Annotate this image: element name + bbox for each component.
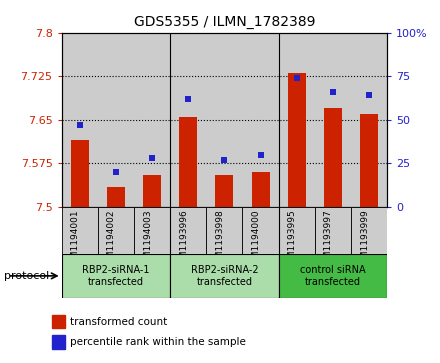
Text: protocol: protocol	[4, 271, 50, 281]
Text: GSM1194003: GSM1194003	[143, 209, 152, 270]
Bar	[143, 175, 161, 207]
Point	[330, 89, 337, 95]
Bar	[288, 73, 306, 207]
Text: RBP2-siRNA-1
transfected: RBP2-siRNA-1 transfected	[82, 265, 150, 287]
Bar	[179, 117, 197, 207]
Text: GSM1193998: GSM1193998	[216, 209, 224, 270]
Bar	[51, 335, 65, 348]
Bar	[51, 315, 65, 329]
Bar	[242, 207, 279, 254]
Text: control siRNA
transfected: control siRNA transfected	[300, 265, 366, 287]
Bar	[98, 207, 134, 254]
Bar	[107, 187, 125, 207]
Point	[293, 75, 300, 81]
Text: GSM1193999: GSM1193999	[360, 209, 369, 270]
Bar	[71, 140, 89, 207]
Text: RBP2-siRNA-2
transfected: RBP2-siRNA-2 transfected	[191, 265, 258, 287]
Point	[221, 157, 228, 163]
Bar	[62, 207, 98, 254]
Text: GSM1193997: GSM1193997	[324, 209, 333, 270]
Text: GSM1194000: GSM1194000	[252, 209, 260, 270]
Title: GDS5355 / ILMN_1782389: GDS5355 / ILMN_1782389	[134, 15, 315, 29]
Bar	[324, 108, 342, 207]
Point	[149, 155, 156, 161]
Bar	[351, 207, 387, 254]
Text: GSM1193996: GSM1193996	[179, 209, 188, 270]
Bar	[206, 207, 242, 254]
Bar	[62, 254, 170, 298]
Text: GSM1194002: GSM1194002	[107, 209, 116, 270]
Text: transformed count: transformed count	[70, 317, 168, 327]
Point	[112, 169, 119, 175]
Text: percentile rank within the sample: percentile rank within the sample	[70, 337, 246, 347]
Bar	[215, 175, 234, 207]
Point	[76, 122, 83, 128]
Text: GSM1193995: GSM1193995	[288, 209, 297, 270]
Bar	[360, 114, 378, 207]
Point	[366, 93, 373, 98]
Bar	[315, 207, 351, 254]
Bar	[170, 207, 206, 254]
Bar	[170, 254, 279, 298]
Bar	[252, 172, 270, 207]
Bar	[279, 254, 387, 298]
Bar	[134, 207, 170, 254]
Point	[257, 152, 264, 158]
Point	[185, 96, 192, 102]
Bar	[279, 207, 315, 254]
Text: GSM1194001: GSM1194001	[71, 209, 80, 270]
